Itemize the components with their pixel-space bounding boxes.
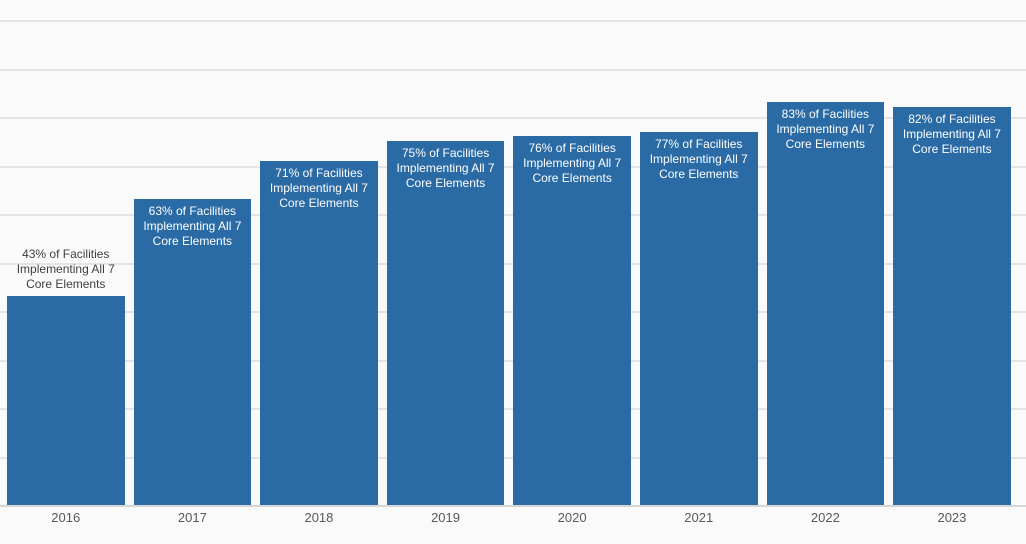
bar-label-2018: 71% of Facilities Implementing All 7 Core … — [260, 161, 378, 211]
bar-label-line: Implementing All 7 — [523, 156, 622, 171]
gridline-10pct — [0, 456, 1026, 459]
bar-label-line: 75% of Facilities — [401, 146, 490, 161]
bar-label-line: Implementing All 7 — [269, 180, 368, 195]
bar-label-line: 83% of Facilities — [781, 107, 870, 122]
bar-2019 — [386, 141, 505, 505]
bar-label-2020: 76% of Facilities Implementing All 7 Core … — [513, 136, 631, 186]
x-tick-2018: 2018 — [304, 510, 334, 525]
x-tick-2021: 2021 — [684, 510, 714, 525]
bar-label-2023: 82% of Facilities Implementing All 7 Core … — [893, 107, 1011, 157]
gridline-40pct — [0, 311, 1026, 313]
gridline-80pct — [0, 117, 1026, 119]
bar-label-line: 82% of Facilities — [908, 112, 996, 127]
bar-label-line: 71% of Facilities — [275, 165, 363, 180]
bar-label-line: Core Elements — [785, 137, 866, 152]
bar-label-line: 63% of Facilities — [148, 204, 237, 219]
bar-2022 — [766, 102, 885, 505]
bar-label-line: Implementing All 7 — [143, 219, 242, 234]
bar-label-2022: 83% of Facilities Implementing All 7 Core … — [767, 102, 885, 152]
gridline-100pct — [0, 20, 1026, 22]
bar-label-line: Core Elements — [659, 166, 739, 181]
bar-label-2021: 77% of Facilities Implementing All 7 Core … — [640, 132, 758, 182]
x-tick-2017: 2017 — [177, 510, 207, 525]
bar-2018 — [260, 160, 378, 505]
gridline-60pct — [0, 214, 1026, 216]
bar-label-line: Core Elements — [405, 176, 486, 191]
bar-2023 — [893, 107, 1011, 505]
gridline-90pct — [0, 68, 1026, 71]
bar-label-line: Core Elements — [912, 142, 992, 157]
bar-label-line: Core Elements — [532, 171, 612, 186]
x-tick-2019: 2019 — [431, 510, 460, 525]
gridline-20pct — [0, 408, 1026, 410]
gridline-70pct — [0, 165, 1026, 168]
bar-label-2016: 43% of Facilities Implementing All 7 Core … — [7, 247, 125, 292]
bar-label-line: 77% of Facilities — [655, 136, 743, 151]
x-tick-2020: 2020 — [557, 510, 587, 525]
x-axis-line — [0, 505, 1026, 507]
x-tick-2022: 2022 — [810, 510, 840, 525]
bar-label-line: Implementing All 7 — [396, 161, 495, 176]
bar-2020 — [513, 136, 631, 505]
x-tick-2023: 2023 — [937, 510, 967, 525]
bar-label-line: Implementing All 7 — [649, 151, 748, 166]
x-tick-2016: 2016 — [51, 510, 81, 525]
bar-label-line: Core Elements — [26, 277, 106, 292]
bar-2021 — [640, 131, 758, 505]
bar-label-line: Implementing All 7 — [16, 262, 115, 277]
gridline-50pct — [0, 262, 1026, 265]
bar-label-2017: 63% of Facilities Implementing All 7 Core … — [134, 199, 252, 249]
bar-label-line: Implementing All 7 — [902, 127, 1001, 142]
bar-label-line: 76% of Facilities — [528, 141, 616, 156]
bar-label-line: Implementing All 7 — [776, 122, 875, 137]
bar-2016 — [7, 296, 125, 505]
bar-label-line: Core Elements — [152, 234, 233, 249]
bar-2017 — [133, 199, 252, 505]
bar-label-2019: 75% of Facilities Implementing All 7 Core … — [387, 141, 505, 191]
gridline-30pct — [0, 359, 1026, 362]
bar-label-line: Core Elements — [279, 195, 359, 210]
bar-label-line: 43% of Facilities — [22, 247, 110, 262]
